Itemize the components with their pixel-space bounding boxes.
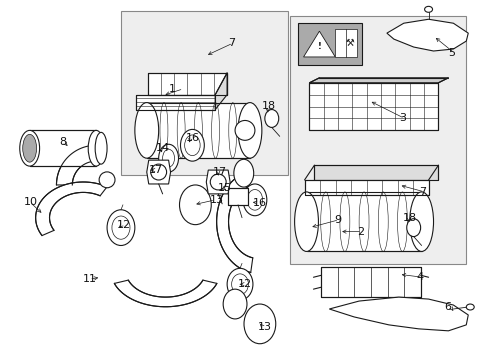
Ellipse shape [223,289,246,319]
Polygon shape [114,280,217,307]
Text: 2: 2 [356,226,364,237]
Text: 15: 15 [218,183,232,193]
Polygon shape [216,173,252,273]
Polygon shape [206,170,230,194]
Ellipse shape [107,210,135,246]
Polygon shape [147,73,226,95]
Ellipse shape [406,219,420,237]
Text: 16: 16 [252,198,266,208]
Polygon shape [309,78,447,83]
Text: 3: 3 [398,113,405,123]
Polygon shape [321,267,420,297]
Ellipse shape [466,304,473,310]
Text: 5: 5 [447,48,454,58]
Ellipse shape [150,164,166,180]
Polygon shape [146,103,249,158]
Text: 4: 4 [416,272,423,282]
Text: 18: 18 [402,213,416,223]
Polygon shape [304,180,427,195]
Polygon shape [303,31,335,57]
Text: 17: 17 [148,165,163,175]
Text: 16: 16 [185,133,199,143]
Ellipse shape [409,192,433,251]
Ellipse shape [95,132,107,164]
Polygon shape [309,83,438,130]
Ellipse shape [135,103,158,158]
Text: 7: 7 [418,187,425,197]
Polygon shape [386,19,468,51]
Ellipse shape [210,174,225,190]
Text: !: ! [317,41,321,50]
Text: 12: 12 [238,279,252,289]
Bar [121,11,287,175]
Ellipse shape [233,159,253,187]
Bar [335,29,356,57]
Ellipse shape [238,103,262,158]
Ellipse shape [99,172,115,188]
Text: 13: 13 [257,322,271,332]
Polygon shape [36,182,107,235]
Ellipse shape [22,134,37,162]
Polygon shape [30,130,96,166]
Polygon shape [56,145,96,185]
Text: 8: 8 [60,137,66,147]
Ellipse shape [226,268,252,300]
Ellipse shape [179,185,211,225]
Ellipse shape [158,144,178,172]
Polygon shape [146,160,170,184]
Ellipse shape [424,6,432,12]
Text: 10: 10 [24,197,38,207]
Ellipse shape [235,121,254,140]
Text: 1: 1 [168,84,175,94]
Ellipse shape [20,130,40,166]
Ellipse shape [264,109,278,127]
Ellipse shape [294,192,318,251]
Text: 6: 6 [444,302,450,312]
Ellipse shape [88,130,104,166]
Text: 9: 9 [334,215,341,225]
Polygon shape [228,188,247,205]
Polygon shape [328,297,468,331]
Text: 14: 14 [155,143,169,153]
Ellipse shape [243,184,266,216]
Polygon shape [314,165,438,180]
Text: 17: 17 [213,167,227,177]
Text: ⚒: ⚒ [345,38,354,48]
Text: 13: 13 [210,195,224,205]
Bar [289,16,466,264]
Polygon shape [306,192,421,251]
Text: 12: 12 [117,220,131,230]
Polygon shape [136,95,215,109]
Polygon shape [215,73,226,109]
Ellipse shape [244,304,275,344]
Ellipse shape [180,129,204,161]
Bar [297,23,361,65]
Text: 11: 11 [83,274,97,284]
Text: 7: 7 [228,38,235,48]
Text: 18: 18 [262,100,275,111]
